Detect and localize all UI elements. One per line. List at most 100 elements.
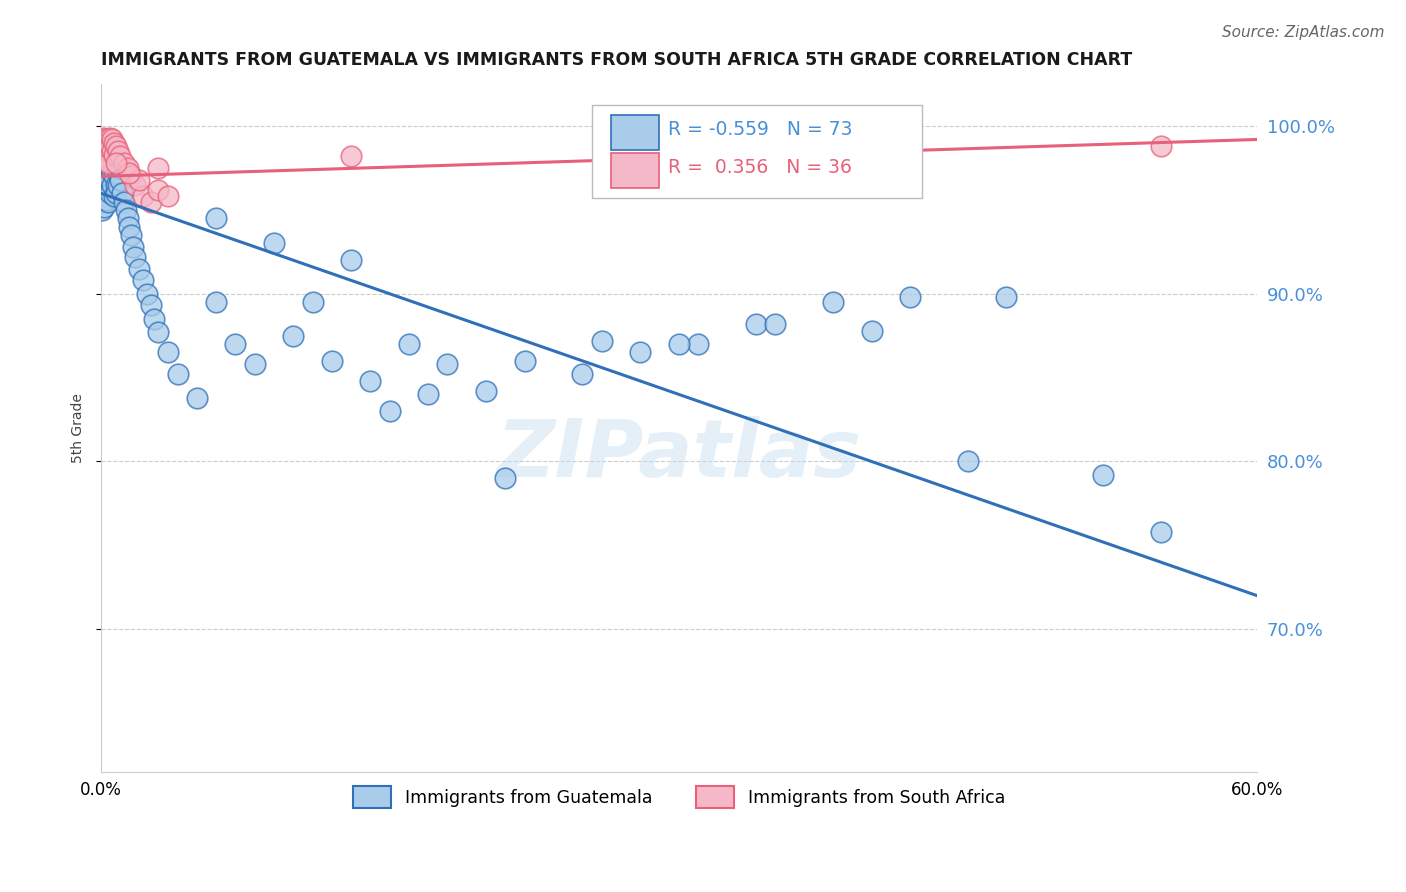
FancyBboxPatch shape [592, 104, 922, 198]
Point [243, 357, 266, 371]
Point [205, 211, 228, 226]
Point [301, 295, 323, 310]
Point [96, 141, 118, 155]
Point [96, 169, 118, 184]
Point [93, 130, 115, 145]
Point [107, 145, 129, 159]
Point [1150, 139, 1173, 153]
Text: R =  0.356   N = 36: R = 0.356 N = 36 [668, 158, 852, 178]
Point [97, 172, 120, 186]
Text: ZIPatlas: ZIPatlas [496, 417, 862, 494]
Point [118, 219, 141, 234]
Point [321, 354, 343, 368]
Point [166, 368, 188, 382]
Point [128, 172, 150, 186]
Point [114, 202, 136, 217]
Point [148, 326, 170, 340]
Point [186, 391, 208, 405]
Point [156, 189, 179, 203]
Point [995, 290, 1018, 304]
Text: R = -0.559   N = 73: R = -0.559 N = 73 [668, 120, 853, 139]
Point [104, 186, 127, 201]
Point [148, 183, 170, 197]
Point [263, 236, 285, 251]
Point [283, 328, 305, 343]
FancyBboxPatch shape [610, 115, 659, 151]
Point [112, 194, 135, 209]
Point [118, 166, 141, 180]
Text: Source: ZipAtlas.com: Source: ZipAtlas.com [1222, 25, 1385, 40]
Point [956, 454, 979, 468]
Point [132, 273, 155, 287]
Point [628, 345, 651, 359]
Point [101, 166, 124, 180]
Point [97, 136, 120, 150]
Point [668, 337, 690, 351]
Point [205, 295, 228, 310]
Point [93, 189, 115, 203]
Point [224, 337, 246, 351]
Point [107, 178, 129, 192]
Point [745, 317, 768, 331]
Point [97, 145, 120, 159]
Point [128, 261, 150, 276]
Point [96, 181, 118, 195]
Point [108, 161, 131, 175]
Point [104, 178, 127, 192]
Point [93, 178, 115, 192]
Point [104, 156, 127, 170]
Point [860, 324, 883, 338]
Point [112, 156, 135, 170]
Point [97, 156, 120, 170]
Point [101, 132, 124, 146]
Point [108, 172, 131, 186]
Point [1150, 524, 1173, 539]
Point [98, 186, 121, 201]
Point [96, 193, 118, 207]
Point [98, 139, 121, 153]
Point [97, 194, 120, 209]
Point [97, 183, 120, 197]
Point [98, 172, 121, 186]
Point [91, 136, 114, 150]
Point [686, 337, 709, 351]
Point [108, 149, 131, 163]
Point [156, 345, 179, 359]
Point [91, 194, 114, 209]
Point [494, 471, 516, 485]
Point [591, 334, 613, 348]
Point [93, 149, 115, 163]
Point [103, 147, 125, 161]
Point [96, 132, 118, 146]
Point [1091, 467, 1114, 482]
Point [98, 130, 121, 145]
Point [821, 295, 844, 310]
Point [359, 374, 381, 388]
Point [418, 387, 440, 401]
Point [103, 189, 125, 203]
Point [91, 145, 114, 159]
Point [143, 312, 166, 326]
Point [475, 384, 498, 398]
Point [98, 161, 121, 175]
Point [135, 286, 157, 301]
Point [378, 404, 401, 418]
Point [436, 357, 458, 371]
Point [117, 211, 139, 226]
Point [120, 228, 142, 243]
Point [124, 178, 146, 192]
Point [139, 298, 162, 312]
Point [91, 202, 114, 217]
Point [120, 169, 142, 184]
Point [340, 149, 363, 163]
Point [93, 200, 115, 214]
Point [648, 136, 671, 150]
Point [139, 194, 162, 209]
Point [96, 153, 118, 167]
Point [117, 161, 139, 175]
Point [101, 178, 124, 192]
Point [93, 139, 115, 153]
Point [122, 240, 145, 254]
Point [763, 317, 786, 331]
Point [101, 145, 124, 159]
